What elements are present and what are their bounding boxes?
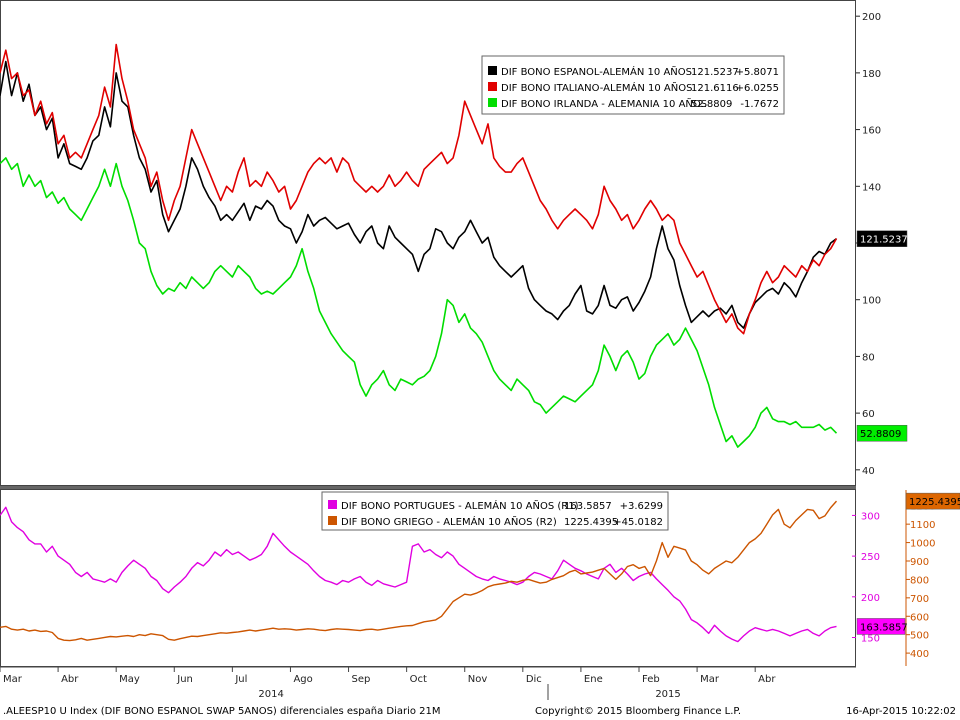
x-tick-label: Oct bbox=[410, 674, 427, 685]
x-tick-label: Jun bbox=[176, 674, 193, 685]
legend-series-name: DIF BONO GRIEGO - ALEMÁN 10 AÑOS (R2) bbox=[341, 515, 557, 528]
x-axis: Mar Abr May Jun Jul Ago Sep Oct Nov Dic Ene Feb Mar A… bbox=[0, 666, 856, 700]
legend-swatch bbox=[328, 500, 337, 509]
x-tick-label: Ago bbox=[293, 674, 312, 685]
y-tick-label: 500 bbox=[910, 631, 929, 642]
legend-series-last: 121.6116 bbox=[691, 83, 739, 94]
top-legend-entry: DIF BONO ITALIANO-ALEMÁN 10 AÑOS 121.611… bbox=[488, 81, 779, 94]
y-tick-label: 1000 bbox=[910, 539, 935, 550]
x-tick-label: Feb bbox=[642, 674, 660, 685]
legend-series-name: DIF BONO PORTUGUES - ALEMÁN 10 AÑOS (R1) bbox=[341, 499, 579, 512]
y-tick-label: 80 bbox=[862, 352, 875, 363]
series-line bbox=[0, 157, 838, 448]
bottom-legend-entry: DIF BONO GRIEGO - ALEMÁN 10 AÑOS (R2) 12… bbox=[328, 515, 663, 528]
legend-series-change: +3.6299 bbox=[620, 501, 663, 512]
x-tick-label: Ene bbox=[584, 674, 603, 685]
x-tick-label: May bbox=[119, 674, 140, 685]
series-line bbox=[0, 506, 837, 643]
legend-series-change: +6.0255 bbox=[736, 83, 779, 94]
x-tick-label: Abr bbox=[61, 674, 79, 685]
top-legend-box bbox=[481, 55, 785, 115]
x-tick-label: Abr bbox=[758, 674, 776, 685]
series-line bbox=[0, 60, 837, 329]
legend-series-name: DIF BONO ITALIANO-ALEMÁN 10 AÑOS bbox=[501, 81, 692, 94]
top-legend: DIF BONO ESPANOL-ALEMÁN 10 AÑOS 121.5237… bbox=[481, 55, 785, 115]
top-legend-entry: DIF BONO ESPANOL-ALEMÁN 10 AÑOS 121.5237… bbox=[488, 65, 779, 78]
value-tag-label: 163.5857 bbox=[860, 622, 908, 633]
legend-series-name: DIF BONO ESPANOL-ALEMÁN 10 AÑOS bbox=[501, 65, 692, 78]
legend-swatch bbox=[328, 516, 337, 525]
y-tick-label: 150 bbox=[861, 634, 880, 645]
x-tick-label: Jul bbox=[234, 674, 247, 685]
top-value-tags: 121.5237 52.8809 bbox=[856, 230, 908, 442]
y-tick-label: 140 bbox=[862, 182, 881, 193]
footer-index-label: .ALEESP10 U Index (DIF BONO ESPANOL SWAP… bbox=[3, 706, 441, 717]
legend-series-last: 163.5857 bbox=[564, 501, 612, 512]
legend-swatch bbox=[488, 82, 497, 91]
y-tick-label: 60 bbox=[862, 409, 875, 420]
panel-separator bbox=[0, 486, 856, 489]
y-tick-label: 900 bbox=[910, 557, 929, 568]
footer: .ALEESP10 U Index (DIF BONO ESPANOL SWAP… bbox=[3, 706, 956, 717]
y-tick-label: 700 bbox=[910, 594, 929, 605]
value-tag bbox=[905, 492, 960, 510]
y-tick-label: 160 bbox=[862, 126, 881, 137]
x-year-label: 2014 bbox=[258, 689, 283, 700]
y-tick-label: 100 bbox=[862, 296, 881, 307]
top-series-group bbox=[0, 43, 838, 448]
legend-series-name: DIF BONO IRLANDA - ALEMANIA 10 AÑOS bbox=[501, 97, 707, 110]
bottom-legend-box bbox=[321, 491, 669, 531]
legend-series-last: 121.5237 bbox=[691, 67, 739, 78]
value-tag bbox=[856, 424, 908, 442]
bottom-y-axis-r2: 400500600700800900100011001200 bbox=[905, 490, 935, 666]
y-tick-label: 800 bbox=[910, 575, 929, 586]
legend-swatch bbox=[488, 98, 497, 107]
x-tick-label: Mar bbox=[3, 674, 23, 685]
bottom-series-group bbox=[0, 500, 838, 643]
series-line bbox=[0, 500, 838, 642]
top-legend-entry: DIF BONO IRLANDA - ALEMANIA 10 AÑOS 52.8… bbox=[488, 97, 779, 110]
x-tick-label: Mar bbox=[700, 674, 720, 685]
x-year-label: 2015 bbox=[655, 689, 680, 700]
y-tick-label: 40 bbox=[862, 466, 875, 477]
y-tick-label: 600 bbox=[910, 612, 929, 623]
value-tag-label: 52.8809 bbox=[860, 429, 901, 440]
legend-series-last: 52.8809 bbox=[691, 99, 732, 110]
y-tick-label: 250 bbox=[861, 552, 880, 563]
y-tick-label: 1100 bbox=[910, 520, 935, 531]
legend-series-change: +45.0182 bbox=[613, 517, 663, 528]
bottom-legend: DIF BONO PORTUGUES - ALEMÁN 10 AÑOS (R1)… bbox=[321, 491, 669, 531]
value-tag bbox=[856, 618, 906, 635]
footer-timestamp: 16-Apr-2015 10:22:02 bbox=[846, 706, 956, 717]
y-tick-label: 200 bbox=[861, 593, 880, 604]
legend-series-change: -1.7672 bbox=[740, 99, 779, 110]
value-tag-label: 121.5237 bbox=[860, 235, 908, 246]
value-tag-label: 1225.4395 bbox=[909, 497, 960, 508]
bottom-y-axis-r1: 150 200 250 300 bbox=[852, 511, 880, 645]
bottom-legend-entry: DIF BONO PORTUGUES - ALEMÁN 10 AÑOS (R1)… bbox=[328, 499, 663, 512]
y-tick-label: 180 bbox=[862, 69, 881, 80]
legend-series-last: 1225.4395 bbox=[564, 517, 618, 528]
y-tick-label: 200 bbox=[862, 12, 881, 23]
value-tag bbox=[856, 230, 908, 247]
bottom-value-tags: 163.5857 1225.4395 bbox=[856, 492, 960, 635]
x-tick-label: Nov bbox=[468, 674, 488, 685]
x-tick-label: Sep bbox=[352, 674, 371, 685]
y-tick-label: 300 bbox=[861, 511, 880, 522]
footer-copyright: Copyright© 2015 Bloomberg Finance L.P. bbox=[535, 706, 741, 717]
legend-swatch bbox=[488, 66, 497, 75]
legend-series-change: +5.8071 bbox=[736, 67, 779, 78]
series-line bbox=[0, 43, 838, 335]
y-tick-label: 400 bbox=[910, 649, 929, 660]
x-tick-label: Dic bbox=[526, 674, 542, 685]
